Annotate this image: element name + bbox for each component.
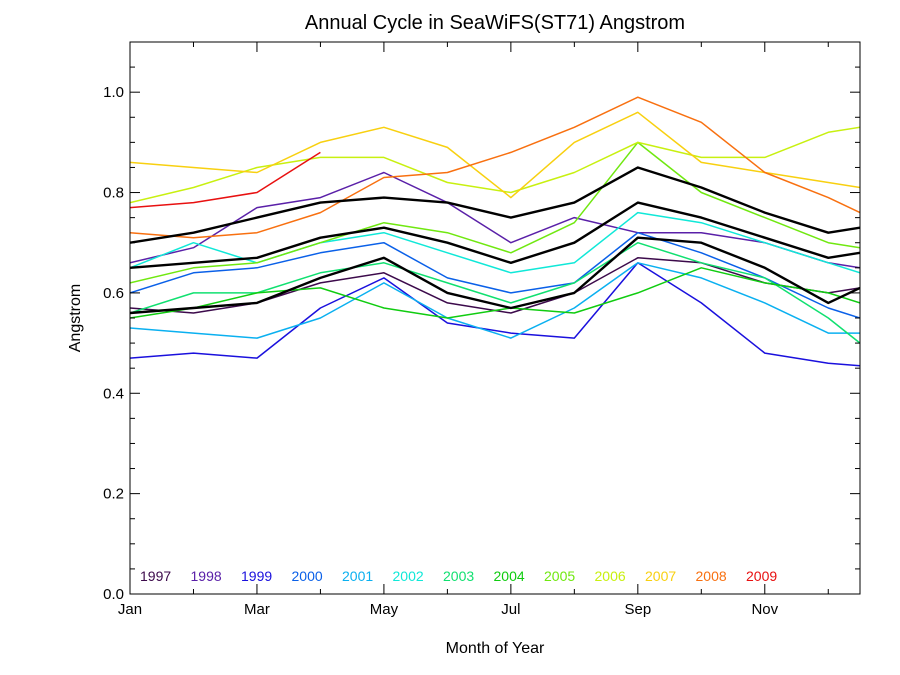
x-tick-label: Sep <box>624 601 651 618</box>
chart-title: Annual Cycle in SeaWiFS(ST71) Angstrom <box>305 12 685 34</box>
series-line-2007 <box>130 111 860 199</box>
series-line-2005 <box>130 141 860 284</box>
legend-entry-1997: 1997 <box>140 568 171 584</box>
legend-entry-2005: 2005 <box>544 568 575 584</box>
legend-entry-2001: 2001 <box>342 568 373 584</box>
series-line-black-13 <box>130 166 860 244</box>
legend: 1997 1998 1999 2000 2001 2002 2003 2004 2005 2006… <box>140 568 777 584</box>
legend-entry-2002: 2002 <box>393 568 424 584</box>
x-tick-label: Jul <box>501 601 520 618</box>
series-line-2008 <box>130 96 860 239</box>
series-line-2006 <box>130 126 860 204</box>
y-tick-label: 0.2 <box>103 486 124 503</box>
series-line-black-15 <box>130 236 860 315</box>
legend-entry-2006: 2006 <box>595 568 626 584</box>
legend-entry-2000: 2000 <box>292 568 323 584</box>
legend-entry-1998: 1998 <box>191 568 222 584</box>
legend-entry-2007: 2007 <box>645 568 676 584</box>
legend-entry-2003: 2003 <box>443 568 474 584</box>
x-axis-label: Month of Year <box>446 640 545 657</box>
plot-frame <box>129 41 861 595</box>
y-tick-label: 0.0 <box>103 586 124 603</box>
tick-layer: 0.0 0.2 0.4 0.6 0.8 1.0 Jan Mar May Jul Sep Nov <box>103 41 860 618</box>
x-tick-label: Jan <box>118 601 142 618</box>
series-line-2009 <box>130 151 321 209</box>
legend-entry-1999: 1999 <box>241 568 272 584</box>
series-line-1999 <box>130 262 860 367</box>
series-line-2001 <box>130 262 860 339</box>
y-axis-label: Angstrom <box>67 284 84 352</box>
legend-entry-2009: 2009 <box>746 568 777 584</box>
legend-entry-2004: 2004 <box>494 568 525 584</box>
series-layer <box>130 96 860 367</box>
legend-entry-2008: 2008 <box>696 568 727 584</box>
series-line-black-14 <box>130 201 860 269</box>
y-tick-label: 0.8 <box>103 185 124 202</box>
y-tick-label: 0.6 <box>103 285 124 302</box>
y-tick-label: 1.0 <box>103 84 124 101</box>
x-tick-label: May <box>370 601 399 618</box>
x-tick-label: Nov <box>751 601 778 618</box>
y-tick-label: 0.4 <box>103 385 124 402</box>
series-line-1998 <box>130 171 860 269</box>
x-tick-label: Mar <box>244 601 270 618</box>
